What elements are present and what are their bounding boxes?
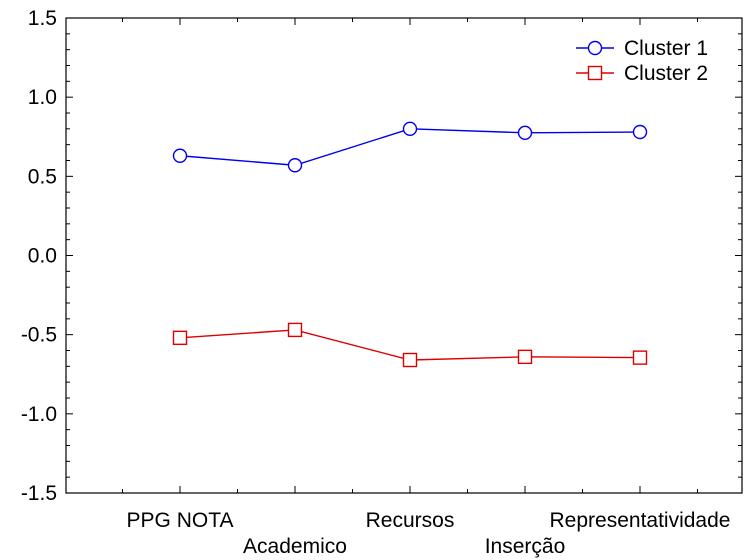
data-point [172,148,188,163]
data-point [402,352,418,368]
series-1 [172,121,648,173]
y-tick-label: 0.0 [28,245,57,268]
data-point [402,121,418,137]
legend-label: Cluster 2 [624,62,708,85]
x-tick-label: Recursos [366,509,455,532]
y-tick-label: -1.5 [21,482,57,505]
series-group [172,121,648,368]
plot-frame [65,17,743,494]
x-tick-label: Representatividade [550,509,731,532]
data-point [517,125,533,140]
y-tick-label: 1.0 [28,86,57,109]
data-point [287,158,303,173]
y-tick-label: 1.5 [28,7,57,30]
legend-item: Cluster 2 [576,62,708,85]
series-2 [172,322,648,368]
x-tick-label: PPG NOTA [127,509,234,532]
y-tick-label: 0.5 [28,165,57,188]
y-tick-label: -1.0 [21,403,57,426]
x-tick-label: Inserção [485,535,566,558]
data-point [632,124,648,140]
y-tick-label: -0.5 [21,324,57,347]
data-point [287,322,303,338]
plot-area [65,17,743,494]
x-axis-ticks: PPG NOTA Academico Recursos Inserção Represe… [122,18,731,558]
x-tick-label: Academico [243,535,347,558]
legend-marker [587,40,603,56]
legend-label: Cluster 1 [624,37,708,60]
data-point [172,330,188,346]
data-point [632,350,648,365]
legend-item: Cluster 1 [576,37,708,60]
data-point [517,349,533,365]
y-axis-ticks: 1.5 1.0 0.5 0.0 -0.5 -1.0 -1.5 [21,7,742,505]
legend-marker [587,65,603,81]
